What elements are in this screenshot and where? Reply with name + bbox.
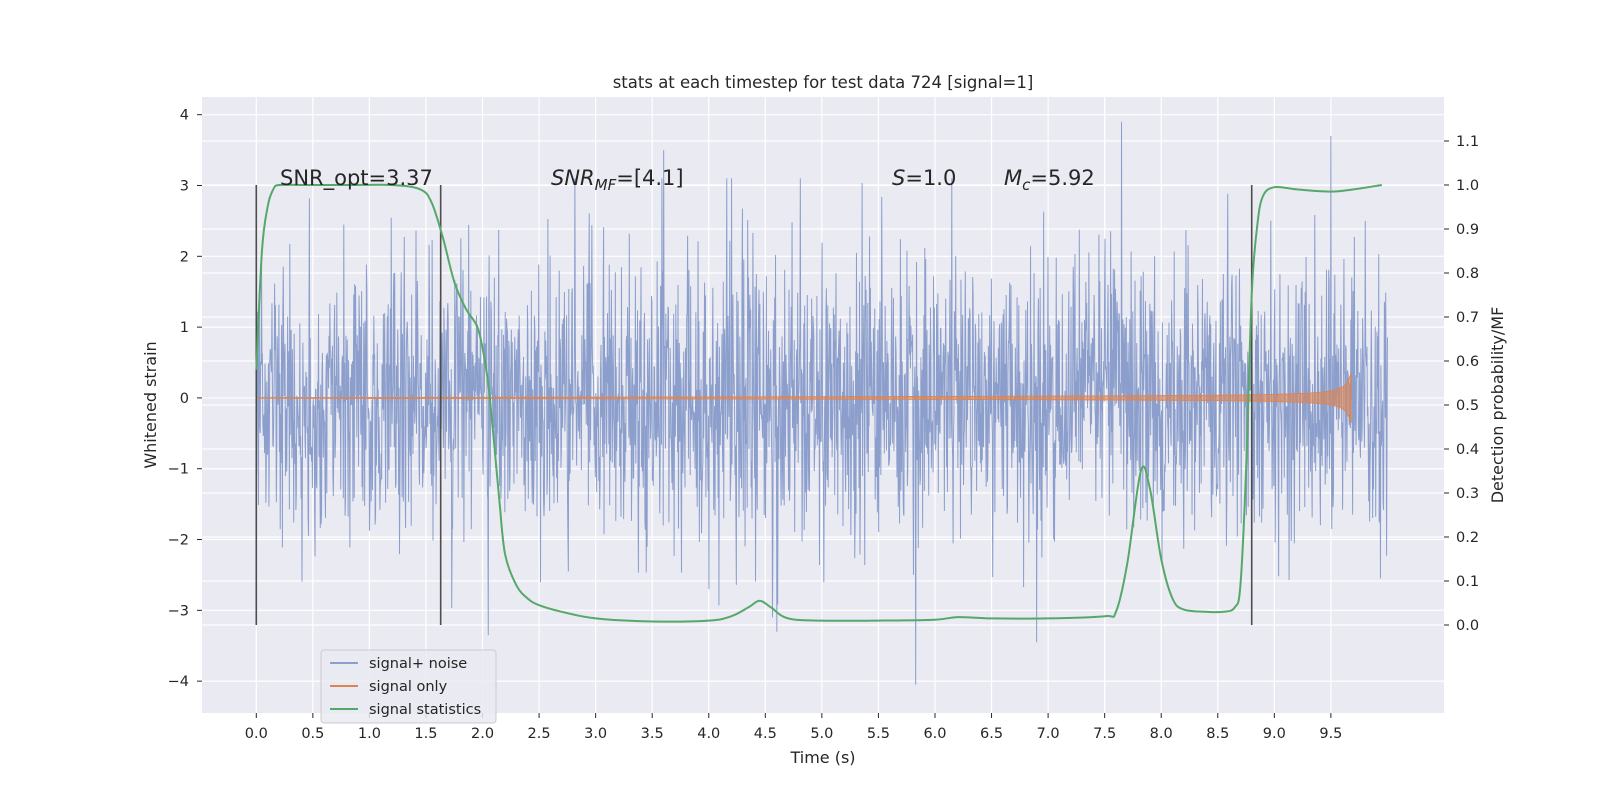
annotation-s-value: =1.0 <box>905 166 956 190</box>
x-tick-label-12: 6.0 <box>923 726 946 742</box>
x-tick-label-0: 0.0 <box>245 726 268 742</box>
chart-title: stats at each timestep for test data 724… <box>613 73 1034 92</box>
y-right-tick-label-8: 0.3 <box>1456 486 1479 502</box>
x-tick-label-16: 8.0 <box>1150 726 1173 742</box>
x-tick-label-8: 4.0 <box>697 726 720 742</box>
annotation-snr-mf-subscript: MF <box>595 176 617 194</box>
x-tick-label-1: 0.5 <box>301 726 324 742</box>
x-tick-label-4: 2.0 <box>471 726 494 742</box>
y-right-tick-label-9: 0.2 <box>1456 530 1479 546</box>
y-right-tick-label-10: 0.1 <box>1456 574 1479 590</box>
annotation-snr-mf-symbol: SNR <box>551 166 595 190</box>
x-tick-label-2: 1.0 <box>358 726 381 742</box>
y-right-tick-label-5: 0.6 <box>1456 354 1479 370</box>
x-axis-ticks: 0.0 0.5 1.0 1.5 2.0 2.5 3.0 3.5 4.0 4.5 5.0 5.5 6.0 6… <box>245 713 1342 742</box>
x-tick-label-10: 5.0 <box>810 726 833 742</box>
y-tick-label-1: 3 <box>180 179 189 195</box>
y-axis-ticks: 4 3 2 1 0 −1 −2 −3 −4 <box>168 108 202 690</box>
series-signal-statistics <box>255 183 1382 623</box>
y-right-axis-ticks: 1.1 1.0 0.9 0.8 0.7 0.6 0.5 0.4 0.3 0.2 0.1 0.0 <box>1444 134 1479 634</box>
y-right-tick-label-7: 0.4 <box>1456 442 1479 458</box>
x-tick-label-13: 6.5 <box>980 726 1003 742</box>
x-tick-label-7: 3.5 <box>641 726 664 742</box>
x-axis-label: Time (s) <box>789 748 855 767</box>
legend-label-signal-only: signal only <box>369 679 448 695</box>
x-tick-label-3: 1.5 <box>414 726 437 742</box>
vertical-markers <box>255 185 1253 625</box>
x-tick-label-17: 8.5 <box>1206 726 1229 742</box>
annotation-mc: Mc=5.92 <box>1004 166 1095 194</box>
plot-content <box>255 121 1388 685</box>
annotation-snr-mf: SNRMF=[4.1] <box>551 166 684 194</box>
x-tick-label-11: 5.5 <box>867 726 890 742</box>
y-right-tick-label-11: 0.0 <box>1456 618 1479 634</box>
y-tick-label-0: 4 <box>180 108 189 124</box>
y-tick-label-6: −2 <box>168 533 189 549</box>
y-right-tick-label-2: 0.9 <box>1456 222 1479 238</box>
annotation-snr-mf-value: =[4.1] <box>616 166 683 190</box>
legend-box <box>320 649 497 724</box>
series-signal-noise <box>255 121 1388 685</box>
annotation-snr-opt: SNR_opt=3.37 <box>280 166 433 191</box>
y-tick-label-5: −1 <box>168 462 189 478</box>
x-tick-label-15: 7.5 <box>1093 726 1116 742</box>
x-tick-label-18: 9.0 <box>1263 726 1286 742</box>
y-right-axis-label: Detection probability/MF <box>1488 307 1507 504</box>
y-tick-label-2: 2 <box>180 249 189 265</box>
y-right-tick-label-3: 0.8 <box>1456 266 1479 282</box>
x-tick-label-9: 4.5 <box>754 726 777 742</box>
x-tick-label-5: 2.5 <box>528 726 551 742</box>
legend-label-signal-noise: signal+ noise <box>369 656 467 672</box>
annotation-s: S=1.0 <box>892 166 956 190</box>
y-tick-label-3: 1 <box>180 320 189 336</box>
x-tick-label-6: 3.0 <box>584 726 607 742</box>
y-tick-label-8: −4 <box>168 674 189 690</box>
annotation-mc-symbol: M <box>1004 166 1022 190</box>
y-tick-label-4: 0 <box>180 391 189 407</box>
y-right-tick-label-0: 1.1 <box>1456 134 1479 150</box>
y-right-tick-label-1: 1.0 <box>1456 178 1479 194</box>
annotation-s-symbol: S <box>892 166 905 190</box>
x-tick-label-14: 7.0 <box>1037 726 1060 742</box>
y-axis-label: Whitened strain <box>141 341 160 468</box>
y-right-tick-label-4: 0.7 <box>1456 310 1479 326</box>
legend: signal+ noise signal only signal statist… <box>320 649 497 724</box>
annotation-mc-value: =5.92 <box>1030 166 1094 190</box>
legend-label-signal-statistics: signal statistics <box>369 702 481 718</box>
annotation-mc-subscript: c <box>1022 176 1031 194</box>
x-tick-label-19: 9.5 <box>1319 726 1342 742</box>
y-tick-label-7: −3 <box>168 603 189 619</box>
series-signal-only <box>255 372 1352 423</box>
y-right-tick-label-6: 0.5 <box>1456 398 1479 414</box>
